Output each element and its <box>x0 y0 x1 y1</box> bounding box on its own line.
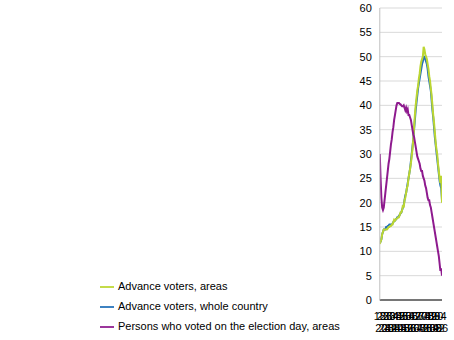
svg-text:10: 10 <box>360 245 372 257</box>
svg-text:25: 25 <box>360 172 372 184</box>
svg-text:15: 15 <box>360 221 372 233</box>
svg-text:96: 96 <box>436 322 446 334</box>
svg-text:40: 40 <box>360 99 372 111</box>
svg-text:45: 45 <box>360 75 372 87</box>
html-text:Advance voters, areas: Advance voters, areas <box>118 280 228 292</box>
html-text:Advance voters, whole country: Advance voters, whole country <box>118 300 268 312</box>
svg-text:94: 94 <box>434 310 446 322</box>
html-text:Persons who voted on the elect: Persons who voted on the election day, a… <box>118 320 340 332</box>
svg-text:50: 50 <box>360 51 372 63</box>
svg-text:5: 5 <box>366 270 372 282</box>
svg-text:60: 60 <box>360 2 372 14</box>
svg-text:30: 30 <box>360 148 372 160</box>
svg-text:0: 0 <box>366 294 372 306</box>
svg-text:20: 20 <box>360 197 372 209</box>
svg-text:35: 35 <box>360 124 372 136</box>
svg-text:55: 55 <box>360 26 372 38</box>
